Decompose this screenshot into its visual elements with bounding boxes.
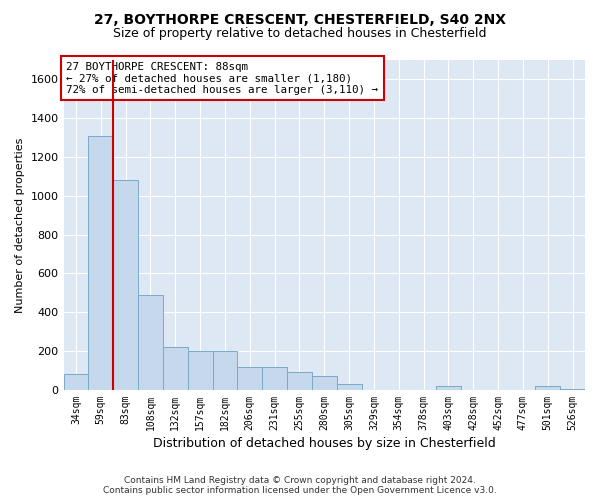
- Bar: [535, 386, 560, 390]
- Bar: [337, 384, 362, 390]
- Bar: [287, 372, 312, 390]
- Y-axis label: Number of detached properties: Number of detached properties: [15, 138, 25, 312]
- Bar: [88, 136, 113, 390]
- Bar: [163, 347, 188, 390]
- Bar: [436, 386, 461, 390]
- Text: Size of property relative to detached houses in Chesterfield: Size of property relative to detached ho…: [113, 28, 487, 40]
- Bar: [312, 376, 337, 390]
- Bar: [262, 366, 287, 390]
- Text: Contains HM Land Registry data © Crown copyright and database right 2024.
Contai: Contains HM Land Registry data © Crown c…: [103, 476, 497, 495]
- Bar: [138, 295, 163, 390]
- Bar: [188, 351, 212, 390]
- Bar: [560, 389, 585, 390]
- Bar: [212, 351, 238, 390]
- Text: 27 BOYTHORPE CRESCENT: 88sqm
← 27% of detached houses are smaller (1,180)
72% of: 27 BOYTHORPE CRESCENT: 88sqm ← 27% of de…: [66, 62, 378, 95]
- Bar: [113, 180, 138, 390]
- Bar: [64, 374, 88, 390]
- Bar: [238, 366, 262, 390]
- Text: 27, BOYTHORPE CRESCENT, CHESTERFIELD, S40 2NX: 27, BOYTHORPE CRESCENT, CHESTERFIELD, S4…: [94, 12, 506, 26]
- X-axis label: Distribution of detached houses by size in Chesterfield: Distribution of detached houses by size …: [153, 437, 496, 450]
